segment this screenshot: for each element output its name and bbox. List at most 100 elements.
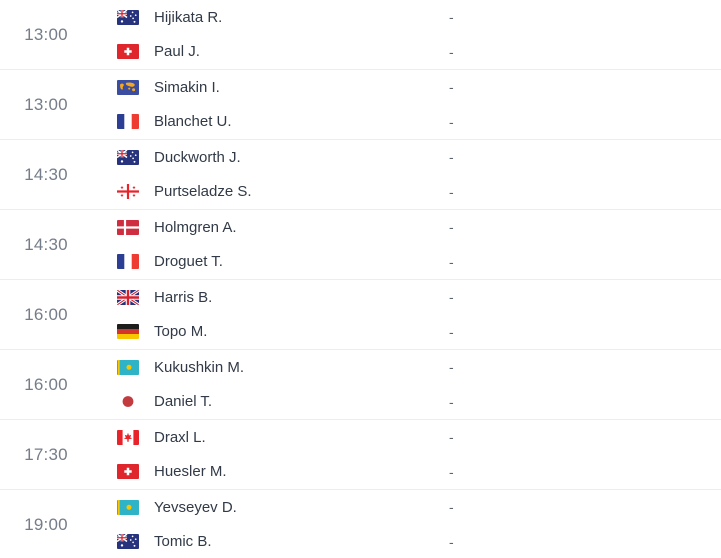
score-cell: - <box>435 324 721 340</box>
world-flag-icon <box>117 79 139 95</box>
player-row: Simakin I. - <box>92 70 721 105</box>
player-name: Huesler M. <box>154 463 227 481</box>
match-body: Holmgren A. - Droguet T. - <box>92 210 721 279</box>
player-row: Topo M. - <box>92 315 721 350</box>
switzerland-flag-icon <box>117 44 139 60</box>
player-row: Kukushkin M. - <box>92 350 721 385</box>
match-row[interactable]: 16:00 Kukushkin M. - Daniel T. - <box>0 350 721 420</box>
player-cell: Duckworth J. <box>92 149 435 166</box>
score-cell: - <box>435 429 721 445</box>
match-row[interactable]: 13:00 Hijikata R. - Paul J. - <box>0 0 721 70</box>
australia-flag-icon <box>117 149 139 165</box>
player-name: Paul J. <box>154 43 200 61</box>
score-cell: - <box>435 254 721 270</box>
player-cell: Droguet T. <box>92 253 435 270</box>
score-placeholder: - <box>449 113 454 130</box>
score-placeholder: - <box>449 253 454 270</box>
player-name: Holmgren A. <box>154 218 237 236</box>
player-name: Droguet T. <box>154 253 223 271</box>
player-name: Harris B. <box>154 288 213 306</box>
player-cell: Huesler M. <box>92 463 435 480</box>
match-body: Harris B. - Topo M. - <box>92 280 721 349</box>
score-placeholder: - <box>449 323 454 340</box>
player-cell: Daniel T. <box>92 393 435 410</box>
canada-flag-icon <box>117 429 139 445</box>
player-cell: Topo M. <box>92 323 435 340</box>
match-row[interactable]: 17:30 Draxl L. - Huesler M. - <box>0 420 721 490</box>
player-cell: Kukushkin M. <box>92 359 435 376</box>
match-time: 17:30 <box>24 444 68 464</box>
australia-flag-icon <box>117 534 139 550</box>
player-row: Duckworth J. - <box>92 140 721 175</box>
score-cell: - <box>435 9 721 25</box>
match-row[interactable]: 14:30 Holmgren A. - Droguet T. - <box>0 210 721 280</box>
player-cell: Yevseyev D. <box>92 499 435 516</box>
score-cell: - <box>435 394 721 410</box>
united-kingdom-flag-icon <box>117 289 139 305</box>
score-placeholder: - <box>449 429 454 446</box>
match-body: Yevseyev D. - Tomic B. - <box>92 490 721 558</box>
player-name: Duckworth J. <box>154 148 241 166</box>
australia-flag-icon <box>117 9 139 25</box>
score-cell: - <box>435 464 721 480</box>
player-row: Huesler M. - <box>92 455 721 490</box>
player-cell: Purtseladze S. <box>92 183 435 200</box>
score-placeholder: - <box>449 463 454 480</box>
match-time: 13:00 <box>24 24 68 44</box>
player-name: Kukushkin M. <box>154 358 245 376</box>
player-name: Simakin I. <box>154 78 220 96</box>
score-placeholder: - <box>449 533 454 550</box>
kazakhstan-flag-icon <box>117 499 139 515</box>
player-row: Droguet T. - <box>92 245 721 280</box>
player-name: Hijikata R. <box>154 8 223 26</box>
player-name: Draxl L. <box>154 428 206 446</box>
player-row: Holmgren A. - <box>92 210 721 245</box>
player-name: Blanchet U. <box>154 113 232 131</box>
score-placeholder: - <box>449 499 454 516</box>
player-row: Harris B. - <box>92 280 721 315</box>
score-placeholder: - <box>449 43 454 60</box>
score-placeholder: - <box>449 79 454 96</box>
kazakhstan-flag-icon <box>117 359 139 375</box>
score-cell: - <box>435 149 721 165</box>
player-row: Draxl L. - <box>92 420 721 455</box>
score-placeholder: - <box>449 219 454 236</box>
score-placeholder: - <box>449 289 454 306</box>
score-cell: - <box>435 289 721 305</box>
match-body: Draxl L. - Huesler M. - <box>92 420 721 489</box>
player-name: Yevseyev D. <box>154 498 237 516</box>
player-name: Tomic B. <box>154 533 212 551</box>
player-row: Tomic B. - <box>92 525 721 558</box>
match-time: 16:00 <box>24 304 68 324</box>
player-row: Daniel T. - <box>92 385 721 420</box>
match-row[interactable]: 14:30 Duckworth J. - Purtseladze S. - <box>0 140 721 210</box>
france-flag-icon <box>117 114 139 130</box>
score-cell: - <box>435 79 721 95</box>
score-cell: - <box>435 219 721 235</box>
match-row[interactable]: 13:00 Simakin I. - Blanchet U. - <box>0 70 721 140</box>
score-placeholder: - <box>449 183 454 200</box>
player-row: Hijikata R. - <box>92 0 721 35</box>
score-placeholder: - <box>449 9 454 26</box>
match-time: 13:00 <box>24 94 68 114</box>
japan-flag-icon <box>117 394 139 410</box>
denmark-flag-icon <box>117 219 139 235</box>
match-time: 16:00 <box>24 374 68 394</box>
player-name: Daniel T. <box>154 393 213 411</box>
germany-flag-icon <box>117 324 139 340</box>
player-name: Purtseladze S. <box>154 183 252 201</box>
score-cell: - <box>435 499 721 515</box>
match-row[interactable]: 19:00 Yevseyev D. - Tomic B. - <box>0 490 721 558</box>
georgia-flag-icon <box>117 184 139 200</box>
france-flag-icon <box>117 254 139 270</box>
match-row[interactable]: 16:00 Harris B. - Topo M. - <box>0 280 721 350</box>
score-placeholder: - <box>449 149 454 166</box>
player-row: Yevseyev D. - <box>92 490 721 525</box>
match-body: Simakin I. - Blanchet U. - <box>92 70 721 139</box>
match-time: 19:00 <box>24 514 68 534</box>
match-body: Duckworth J. - Purtseladze S. - <box>92 140 721 209</box>
player-cell: Holmgren A. <box>92 219 435 236</box>
score-placeholder: - <box>449 393 454 410</box>
match-time: 14:30 <box>24 234 68 254</box>
